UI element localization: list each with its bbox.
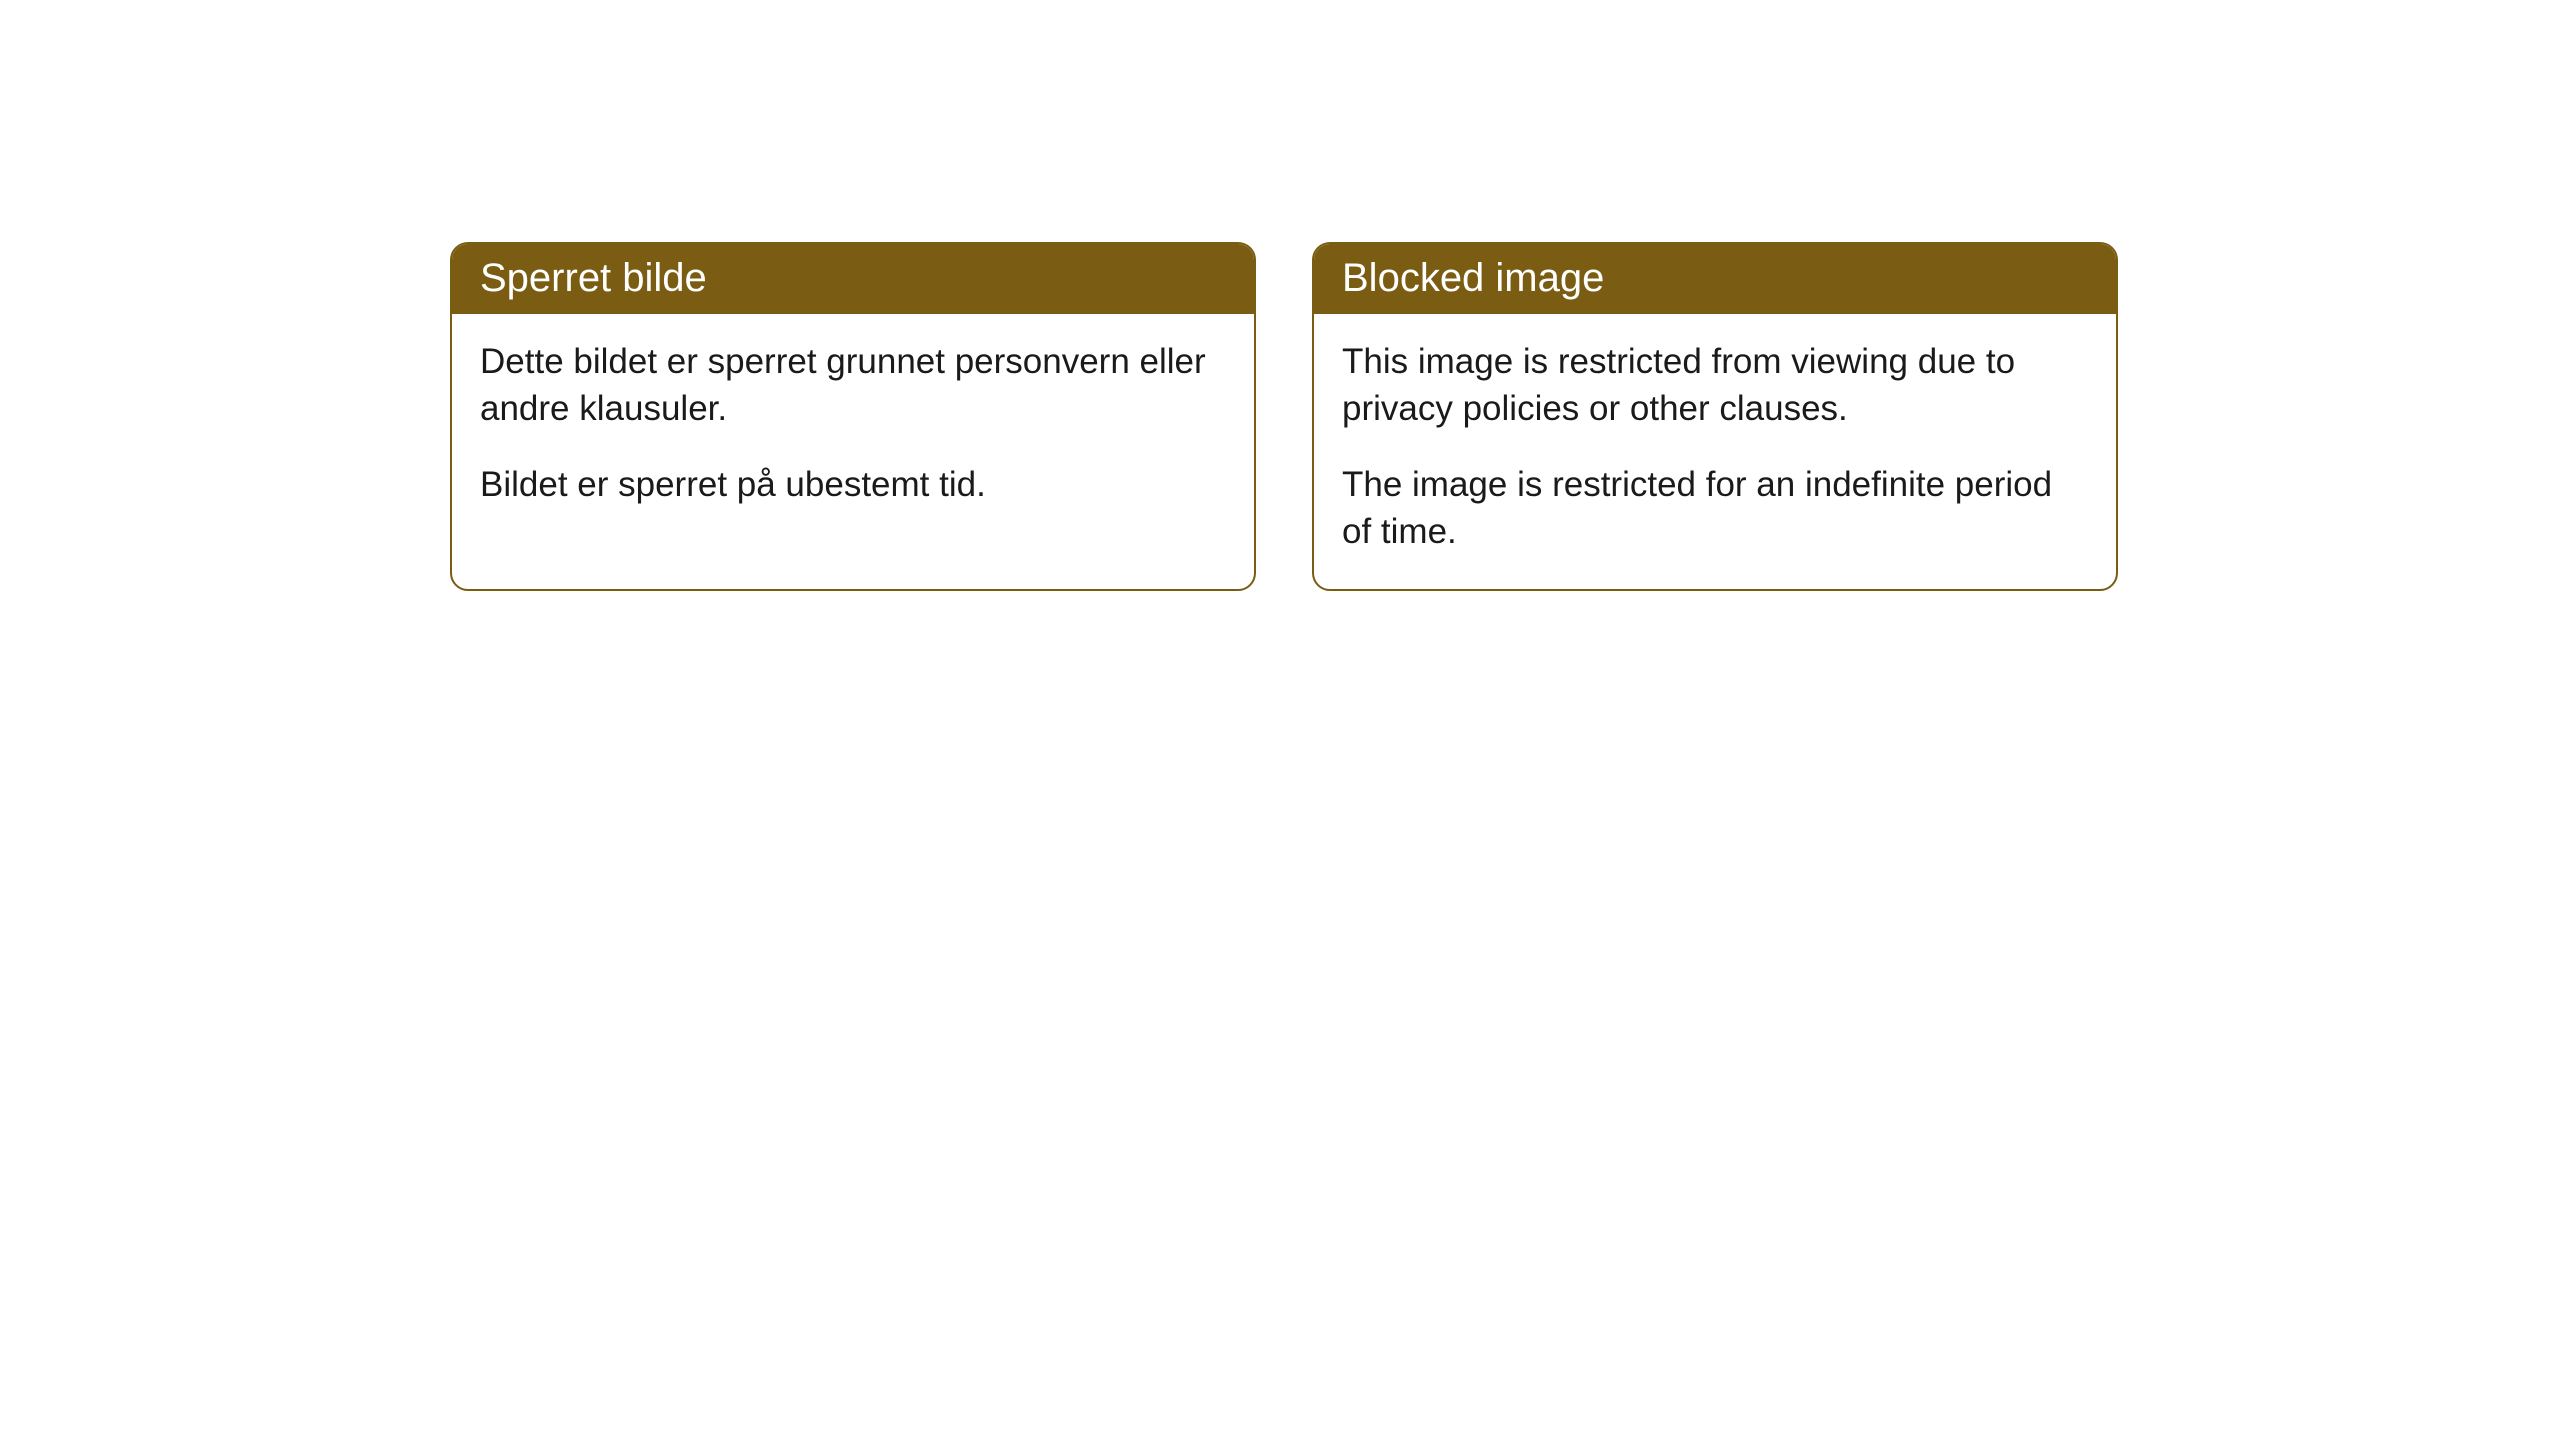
card-header: Blocked image <box>1314 244 2116 314</box>
card-paragraph: Bildet er sperret på ubestemt tid. <box>480 461 1226 508</box>
card-paragraph: The image is restricted for an indefinit… <box>1342 461 2088 556</box>
card-body: Dette bildet er sperret grunnet personve… <box>452 314 1254 542</box>
notice-card-english: Blocked image This image is restricted f… <box>1312 242 2118 591</box>
card-paragraph: This image is restricted from viewing du… <box>1342 338 2088 433</box>
notice-card-norwegian: Sperret bilde Dette bildet er sperret gr… <box>450 242 1256 591</box>
card-paragraph: Dette bildet er sperret grunnet personve… <box>480 338 1226 433</box>
notice-cards-container: Sperret bilde Dette bildet er sperret gr… <box>450 242 2118 591</box>
card-header: Sperret bilde <box>452 244 1254 314</box>
card-body: This image is restricted from viewing du… <box>1314 314 2116 589</box>
